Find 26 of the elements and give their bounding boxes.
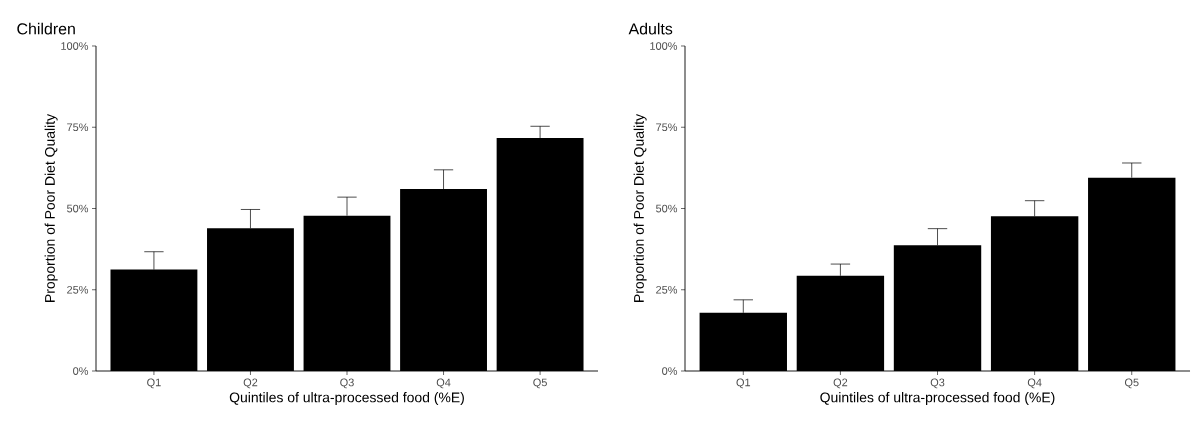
y-tick-label: 75% xyxy=(67,123,89,132)
y-tick-label: 100% xyxy=(61,42,89,50)
x-axis-title: Quintiles of ultra-processed food (%E) xyxy=(820,392,1055,406)
y-axis-title: Proportion of Poor Diet Quality xyxy=(44,113,58,302)
y-tick-label: 50% xyxy=(66,204,89,213)
y-tick-label: 25% xyxy=(67,285,89,294)
x-tick-label: Q5 xyxy=(1124,378,1139,389)
chart-title: Children xyxy=(17,22,75,35)
x-tick-label: Q3 xyxy=(930,378,945,389)
y-axis-title: Proportion of Poor Diet Quality xyxy=(633,113,647,302)
y-tick-label: 100% xyxy=(650,42,678,50)
x-tick-label: Q2 xyxy=(243,378,258,389)
x-tick-label: Q1 xyxy=(147,378,161,389)
x-tick-label: Q3 xyxy=(340,378,354,389)
x-tick-label: Q4 xyxy=(1027,378,1042,389)
x-tick-label: Q4 xyxy=(436,378,451,389)
x-axis-title: Quintiles of ultra-processed food (%E) xyxy=(229,392,464,406)
y-tick-label: 75% xyxy=(656,123,678,132)
x-tick-label: Q2 xyxy=(833,378,848,389)
x-tick-label: Q5 xyxy=(533,378,547,389)
y-tick-label: 0% xyxy=(73,367,89,375)
y-tick-label: 50% xyxy=(656,204,678,213)
chart-title: Adults xyxy=(628,22,673,35)
y-tick-label: 0% xyxy=(662,367,678,375)
y-tick-label: 25% xyxy=(656,285,678,294)
x-tick-label: Q1 xyxy=(736,378,751,389)
